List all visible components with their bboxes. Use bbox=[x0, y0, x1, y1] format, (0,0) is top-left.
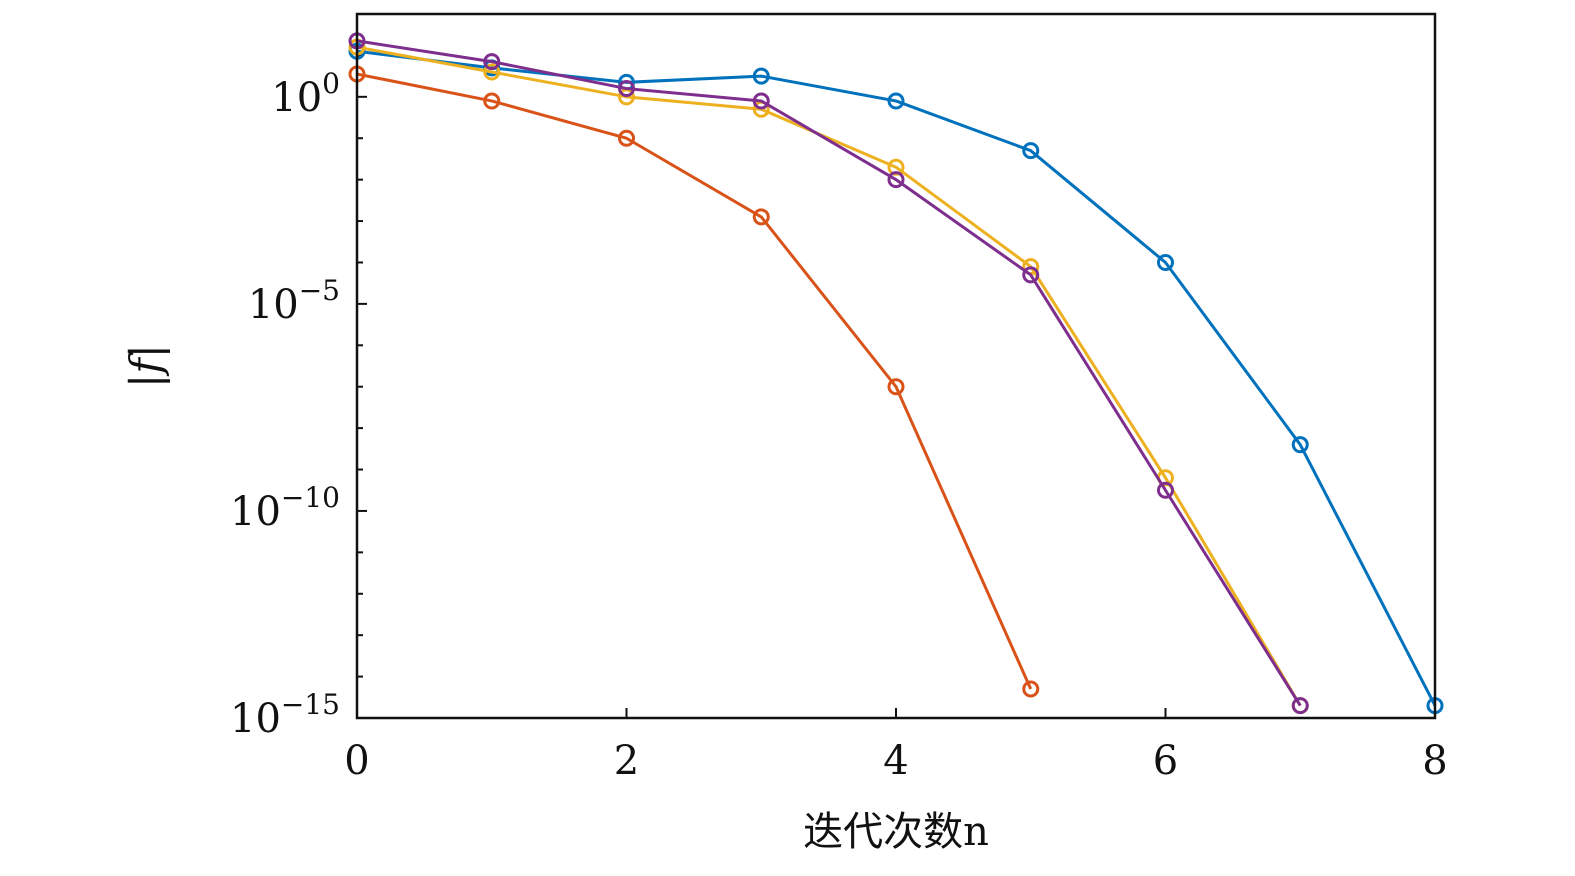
data-point bbox=[887, 92, 905, 110]
x-tick-labels: 0 2 4 6 8 bbox=[344, 738, 1447, 784]
series-line bbox=[356, 49, 1437, 707]
data-point bbox=[887, 378, 905, 396]
x-tick-label: 0 bbox=[344, 738, 369, 784]
data-point bbox=[887, 171, 905, 189]
x-tick-label: 4 bbox=[883, 738, 908, 784]
series-line bbox=[356, 72, 1033, 690]
y-tick-label: 10−10 bbox=[230, 481, 340, 535]
x-axis-label: 迭代次数n bbox=[803, 809, 989, 855]
data-point bbox=[752, 67, 770, 85]
data-point bbox=[1291, 697, 1309, 715]
data-point bbox=[483, 53, 501, 71]
data-point bbox=[1291, 436, 1309, 454]
y-tick-labels: 100 10−5 10−10 10−15 bbox=[230, 67, 340, 742]
data-point bbox=[1157, 253, 1174, 271]
data-point bbox=[1022, 680, 1040, 698]
plot-frame bbox=[355, 12, 1437, 720]
x-tick-label: 2 bbox=[614, 738, 639, 784]
y-axis-label: |f| bbox=[121, 344, 170, 388]
x-tick-label: 6 bbox=[1153, 738, 1178, 784]
x-tick-label: 8 bbox=[1422, 738, 1447, 784]
data-point bbox=[1022, 142, 1040, 160]
series-line bbox=[356, 39, 1302, 707]
data-point bbox=[618, 129, 635, 147]
y-tick-label: 10−5 bbox=[248, 274, 340, 328]
data-point bbox=[483, 63, 501, 81]
data-point bbox=[1022, 266, 1040, 284]
data-point bbox=[1157, 481, 1174, 499]
data-point bbox=[483, 92, 501, 110]
data-point bbox=[752, 92, 770, 110]
data-point bbox=[887, 158, 905, 176]
series-4 bbox=[348, 32, 1309, 715]
data-point bbox=[618, 80, 635, 98]
series-group bbox=[348, 32, 1444, 715]
plot-background bbox=[357, 14, 1435, 718]
series-line bbox=[356, 45, 1302, 707]
y-tick-label: 10−15 bbox=[230, 688, 340, 742]
data-point bbox=[752, 208, 770, 226]
y-tick-label: 100 bbox=[271, 67, 340, 121]
